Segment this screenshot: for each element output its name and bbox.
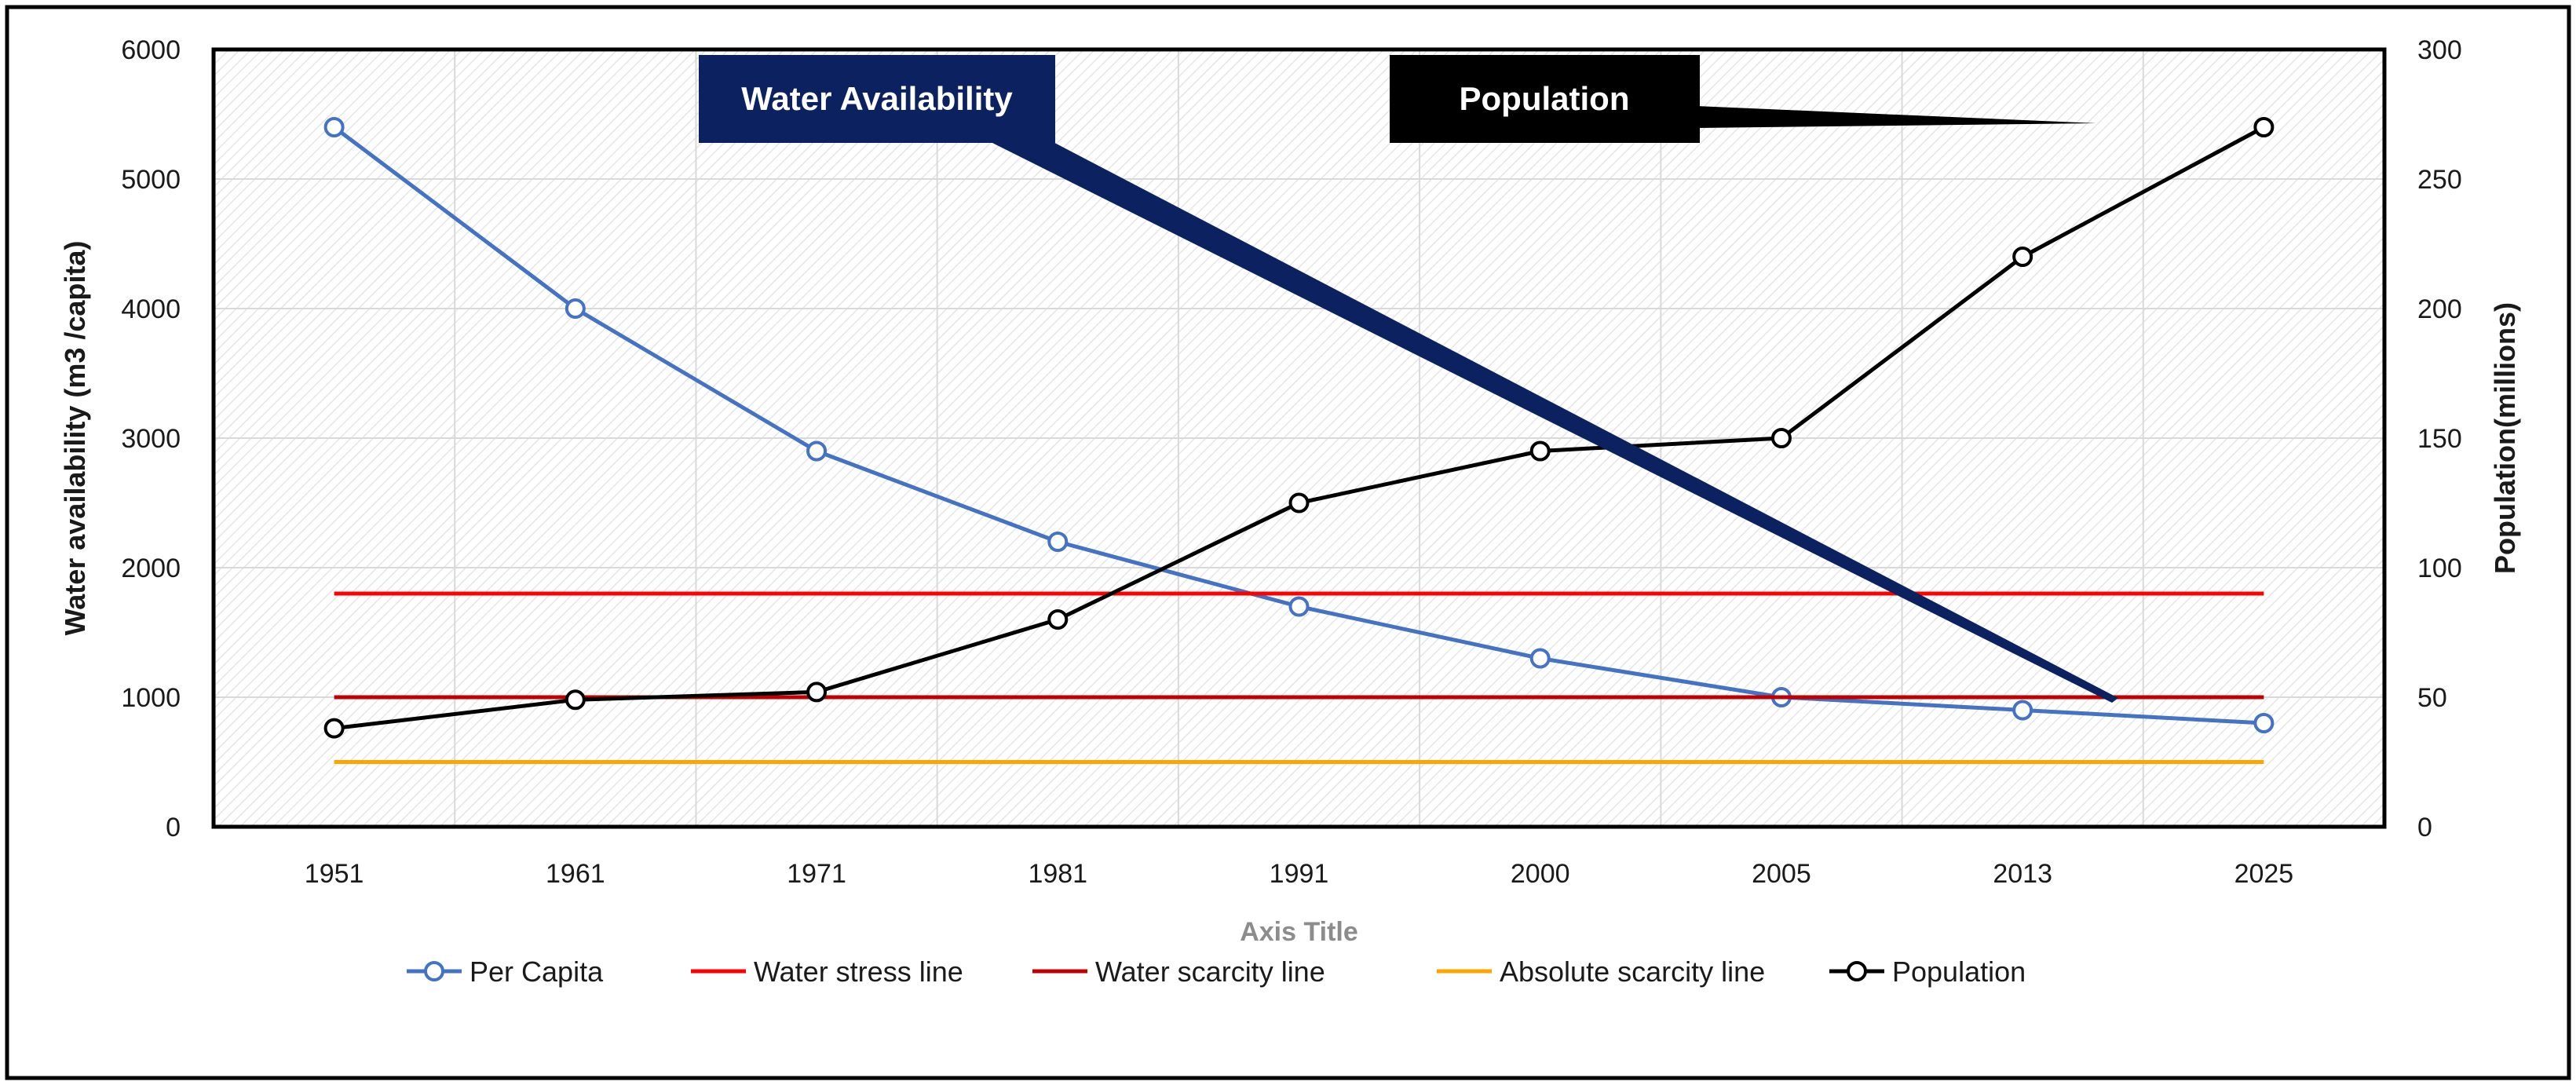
legend-item-population: Population — [1829, 956, 2026, 988]
legend-item-water-scarcity-line: Water scarcity line — [1032, 956, 1325, 988]
data-point-per-capita — [1047, 532, 1069, 552]
x-tick-label: 1991 — [1270, 859, 1329, 889]
legend-marker-per-capita — [424, 961, 444, 981]
legend-marker-population — [1847, 961, 1867, 981]
data-point-per-capita — [1288, 596, 1310, 617]
x-tick-label: 1961 — [546, 859, 605, 889]
data-point-population — [1047, 609, 1069, 630]
plot-frame — [211, 47, 2387, 829]
x-axis-title: Axis Title — [1240, 917, 1358, 947]
data-point-population — [565, 689, 586, 711]
callout-text-water-availability: Water Availability — [741, 80, 1013, 117]
axes-layer: 0 1000 2000 3000 4000 5000 6000 0 50 100 150 200 250… — [59, 35, 2521, 947]
data-point-population — [323, 718, 345, 739]
y-right-tick-label: 100 — [2417, 554, 2462, 583]
data-point-population — [2012, 247, 2033, 267]
y-right-tick-label: 150 — [2417, 424, 2462, 454]
y-left-tick-label: 2000 — [121, 554, 181, 583]
x-tick-label: 2000 — [1511, 859, 1570, 889]
legend-label-water-stress-line: Water stress line — [754, 956, 963, 988]
y-left-tick-label: 3000 — [121, 424, 181, 454]
y-left-axis-title: Water availability (m3 /capita) — [59, 241, 91, 636]
y-left-tick-label: 6000 — [121, 35, 181, 65]
callout-pointer-population — [1696, 106, 2096, 128]
data-point-population — [806, 682, 828, 703]
data-point-per-capita — [2012, 700, 2033, 721]
y-left-tick-label: 5000 — [121, 165, 181, 195]
data-point-population — [1529, 440, 1551, 462]
y-right-tick-label: 250 — [2417, 165, 2462, 195]
legend-layer: Per Capita Water stress line Water scarcit… — [407, 956, 2026, 988]
legend-item-per-capita: Per Capita — [407, 956, 604, 988]
x-tick-label: 1981 — [1028, 859, 1087, 889]
y-left-tick-label: 0 — [166, 813, 181, 842]
legend-item-absolute-scarcity-line: Absolute scarcity line — [1437, 956, 1765, 988]
callout-box-water-availability — [699, 55, 1055, 143]
y-right-tick-label: 300 — [2417, 35, 2462, 65]
data-point-per-capita — [323, 117, 345, 137]
data-point-population — [2253, 117, 2275, 137]
x-tick-label: 2005 — [1752, 859, 1811, 889]
legend-label-absolute-scarcity-line: Absolute scarcity line — [1500, 956, 1765, 988]
legend-item-water-stress-line: Water stress line — [691, 956, 963, 988]
callout-text-population: Population — [1460, 80, 1630, 117]
x-tick-label: 1971 — [787, 859, 846, 889]
y-right-tick-label: 0 — [2417, 813, 2432, 842]
legend-label-per-capita: Per Capita — [470, 956, 604, 988]
callout-box-population — [1390, 55, 1700, 143]
data-point-per-capita — [2253, 713, 2275, 733]
x-tick-label: 2025 — [2234, 859, 2294, 889]
y-right-tick-label: 50 — [2417, 683, 2447, 713]
legend-label-population: Population — [1892, 956, 2026, 988]
data-point-per-capita — [565, 298, 586, 319]
y-left-tick-label: 4000 — [121, 294, 181, 324]
data-point-population — [1288, 492, 1310, 513]
legend-label-water-scarcity-line: Water scarcity line — [1095, 956, 1325, 988]
y-right-axis-title: Population(millions) — [2489, 302, 2521, 574]
y-left-tick-label: 1000 — [121, 683, 181, 713]
y-right-tick-label: 200 — [2417, 294, 2462, 324]
series-layer — [323, 117, 2275, 764]
x-tick-label: 2013 — [1993, 859, 2052, 889]
callout-pointer-water-availability — [981, 137, 2118, 703]
x-tick-label: 1951 — [305, 859, 364, 889]
data-point-per-capita — [1529, 648, 1551, 669]
data-point-per-capita — [806, 440, 828, 462]
callout-layer: Water Availability Population — [699, 55, 2118, 703]
data-point-population — [1770, 428, 1792, 448]
